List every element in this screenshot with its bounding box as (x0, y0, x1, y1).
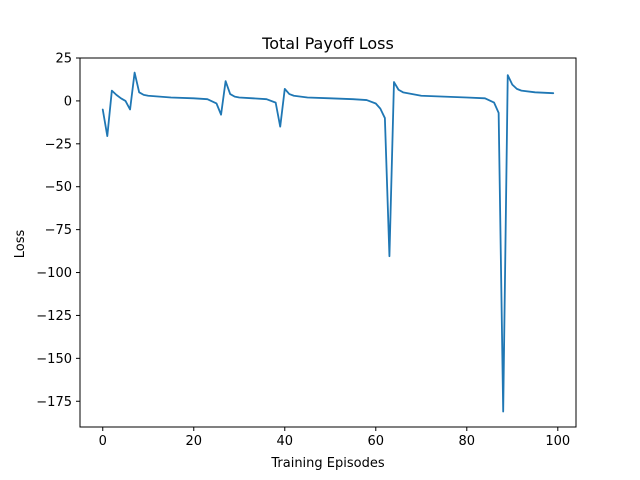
y-tick-label: −175 (36, 395, 72, 410)
x-tick-label: 40 (276, 434, 293, 449)
y-tick-label: −100 (36, 266, 72, 281)
x-tick-label: 20 (185, 434, 202, 449)
y-tick-label: −125 (36, 309, 72, 324)
x-axis-ticks: 0 20 40 60 80 100 (99, 427, 570, 449)
x-tick-label: 0 (99, 434, 107, 449)
y-tick-label: −50 (45, 180, 72, 195)
y-axis-ticks: 25 0 −25 −50 −75 −100 −125 −150 −175 (36, 52, 80, 410)
x-axis-label: Training Episodes (270, 456, 384, 471)
y-tick-label: 25 (55, 52, 72, 67)
y-tick-label: −25 (45, 137, 72, 152)
chart-title: Total Payoff Loss (261, 34, 394, 53)
y-tick-label: 0 (64, 94, 72, 109)
x-tick-label: 80 (459, 434, 476, 449)
axes-frame (79, 57, 577, 428)
x-tick-label: 60 (368, 434, 385, 449)
y-tick-label: −150 (36, 352, 72, 367)
x-tick-label: 100 (545, 434, 570, 449)
y-tick-label: −75 (45, 223, 72, 238)
y-axis-label: Loss (13, 230, 28, 259)
plot-area (101, 71, 555, 413)
series-line (101, 71, 555, 413)
